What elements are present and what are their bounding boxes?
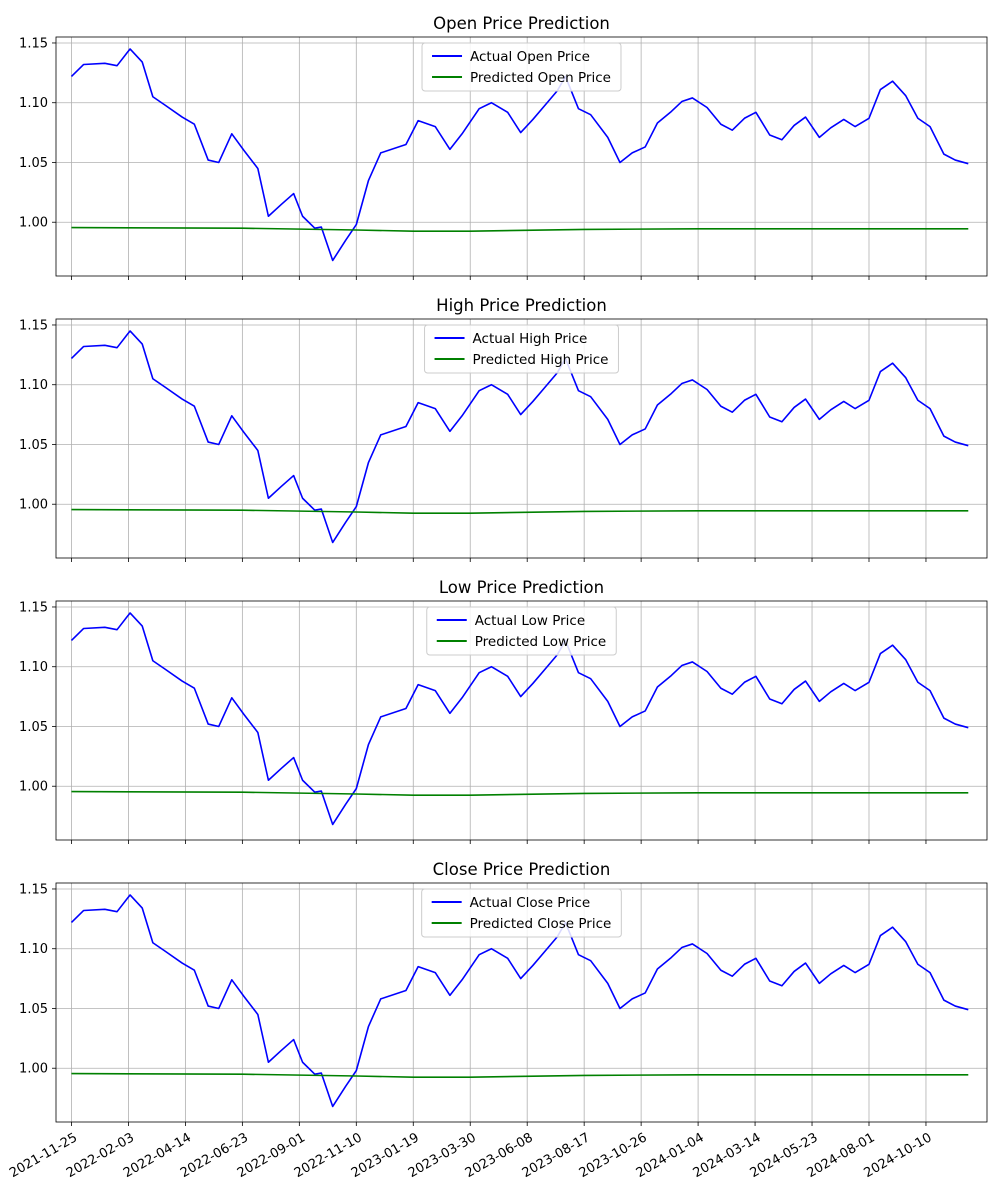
- legend-predicted-label: Predicted High Price: [473, 352, 609, 368]
- chart-title: High Price Prediction: [436, 296, 607, 315]
- legend-predicted-label: Predicted Open Price: [470, 70, 611, 86]
- legend-actual-label: Actual High Price: [473, 331, 588, 347]
- axes-frame: [55, 882, 988, 1123]
- chart-title: Close Price Prediction: [433, 860, 611, 879]
- subplot-3: Low Price Prediction 1.00 1.05 1.10 1.15 Actu…: [19, 578, 988, 844]
- y-tick-label: 1.00: [19, 498, 48, 513]
- y-tick-label: 1.15: [19, 882, 48, 897]
- actual-line: [70, 48, 969, 262]
- predicted-line: [71, 1072, 969, 1078]
- y-tick-label: 1.15: [19, 318, 48, 333]
- y-tick-label: 1.00: [19, 216, 48, 231]
- legend: Actual High Price Predicted High Price: [424, 324, 619, 374]
- legend-box: [421, 42, 622, 92]
- legend-box: [424, 324, 619, 374]
- subplot-1: Open Price Prediction 1.00 1.05 1.10 1.15 Act…: [19, 14, 988, 280]
- grid: [56, 37, 987, 276]
- y-tick-label: 1.10: [19, 942, 48, 957]
- grid: [56, 319, 987, 558]
- y-tick-label: 1.05: [19, 720, 48, 735]
- actual-line: [70, 612, 969, 826]
- grid: [56, 601, 987, 840]
- axes-frame: [55, 600, 988, 841]
- legend: Actual Close Price Predicted Close Price: [421, 888, 622, 938]
- subplot-4: Close Price Prediction1.001.051.101.1520…: [7, 860, 988, 1181]
- axes-frame: [55, 36, 988, 277]
- y-tick-label: 1.15: [19, 36, 48, 51]
- actual-line: [70, 894, 969, 1108]
- axes-frame: [55, 318, 988, 559]
- y-tick-label: 1.10: [19, 378, 48, 393]
- subplot-2: High Price Prediction 1.00 1.05 1.10 1.15 Act…: [19, 296, 988, 562]
- legend-actual-label: Actual Open Price: [470, 49, 590, 65]
- y-tick-label: 1.05: [19, 156, 48, 171]
- y-tick-label: 1.15: [19, 600, 48, 615]
- chart-title: Open Price Prediction: [433, 14, 610, 33]
- legend: Actual Open Price Predicted Open Price: [421, 42, 622, 92]
- legend: Actual Low Price Predicted Low Price: [426, 606, 617, 656]
- legend-box: [426, 606, 617, 656]
- predicted-line: [71, 508, 969, 514]
- predicted-line: [71, 226, 969, 232]
- y-tick-label: 1.05: [19, 1002, 48, 1017]
- y-tick-label: 1.10: [19, 96, 48, 111]
- y-tick-label: 1.00: [19, 1062, 48, 1077]
- y-tick-label: 1.05: [19, 438, 48, 453]
- actual-line: [70, 330, 969, 544]
- legend-actual-label: Actual Close Price: [470, 895, 591, 911]
- chart-title: Low Price Prediction: [439, 578, 604, 597]
- legend-actual-label: Actual Low Price: [475, 613, 585, 629]
- y-tick-label: 1.10: [19, 660, 48, 675]
- legend-predicted-label: Predicted Close Price: [470, 916, 612, 932]
- predicted-line: [71, 790, 969, 796]
- legend-predicted-label: Predicted Low Price: [475, 634, 606, 650]
- legend-box: [421, 888, 622, 938]
- y-tick-label: 1.00: [19, 780, 48, 795]
